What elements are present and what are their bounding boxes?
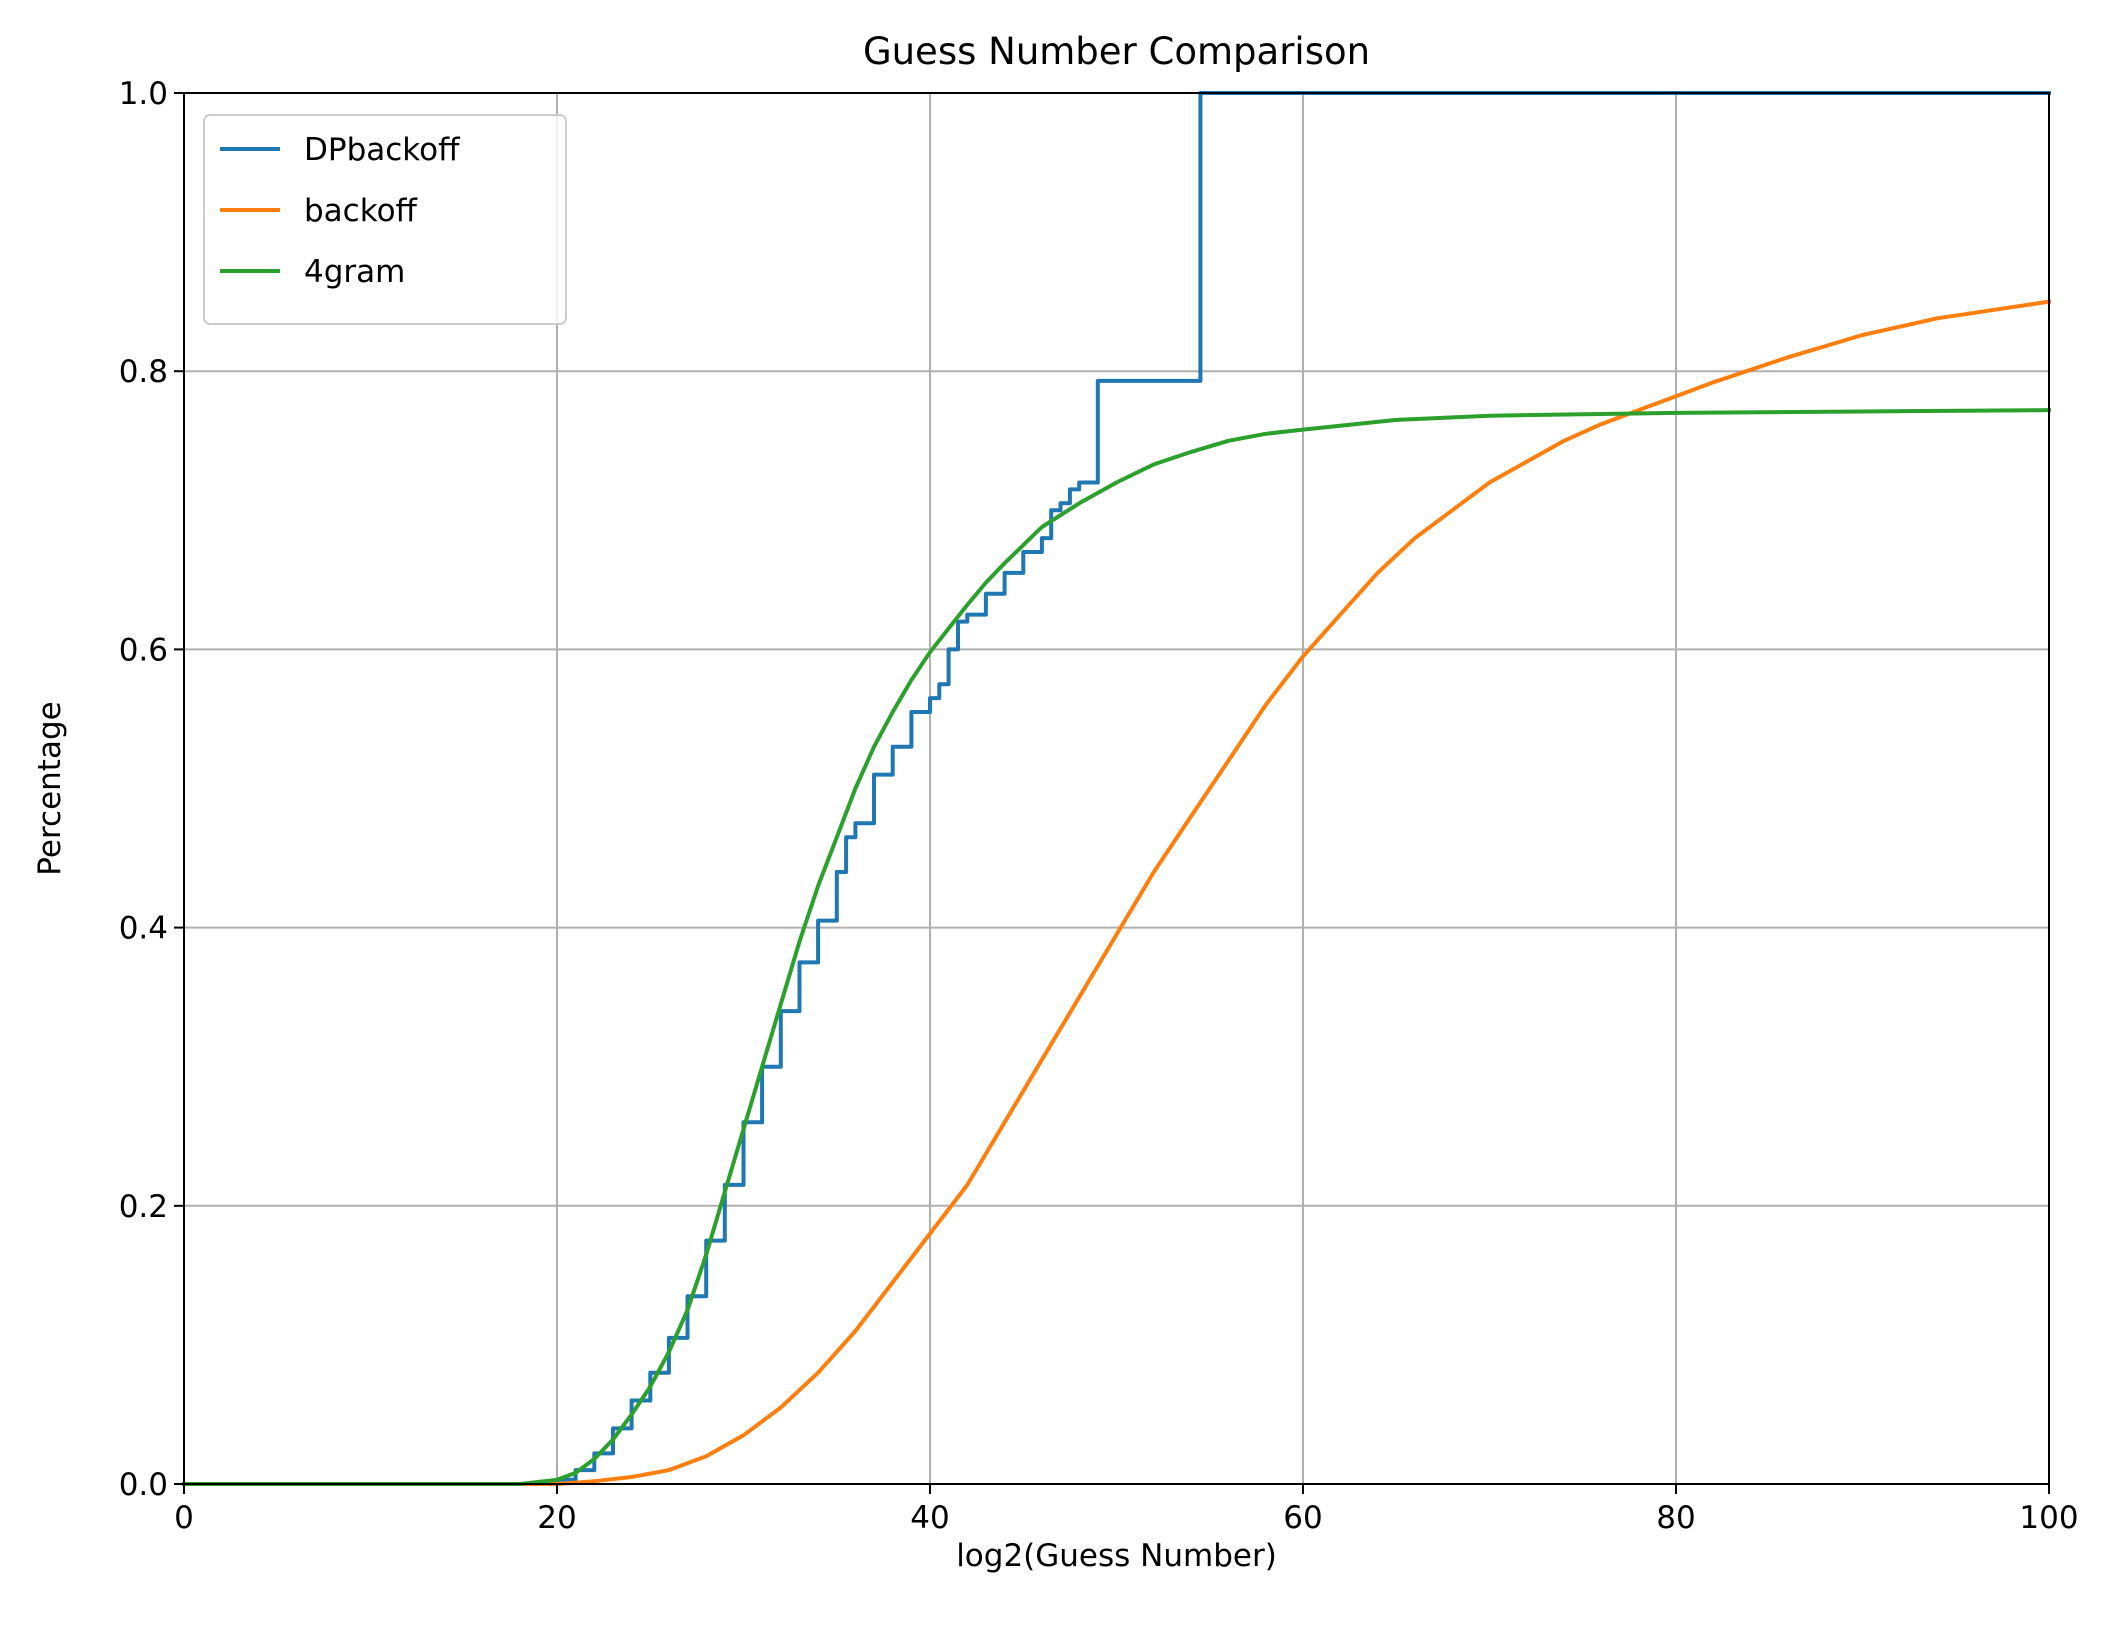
y-tick-label: 0.0 (119, 1467, 168, 1503)
y-axis-title: Percentage (32, 701, 68, 875)
legend: DPbackoff backoff 4gram (203, 114, 567, 325)
x-axis-title: log2(Guess Number) (956, 1538, 1277, 1574)
y-tick-label: 0.8 (119, 354, 168, 390)
x-axis-ticks: 0 20 40 60 80 100 (174, 1484, 2079, 1536)
x-tick-label: 40 (910, 1500, 949, 1536)
x-tick-label: 20 (537, 1500, 576, 1536)
legend-items: DPbackoff backoff 4gram (220, 132, 460, 290)
x-tick-label: 80 (1656, 1500, 1695, 1536)
y-tick-label: 0.4 (119, 911, 168, 947)
x-tick-label: 60 (1283, 1500, 1322, 1536)
legend-label-backoff: backoff (304, 193, 418, 229)
y-tick-label: 1.0 (119, 76, 168, 112)
y-tick-label: 0.6 (119, 632, 168, 668)
legend-label-dpbackoff: DPbackoff (304, 132, 460, 168)
y-tick-label: 0.2 (119, 1189, 168, 1225)
series-lines (182, 91, 2052, 1486)
legend-box (203, 114, 567, 325)
y-axis-ticks: 0.0 0.2 0.4 0.6 0.8 1.0 (119, 76, 184, 1503)
series-line-backoff (182, 299, 2052, 1486)
series-line-dpbackoff (182, 91, 2051, 1486)
x-tick-label: 0 (174, 1500, 194, 1536)
legend-label-4gram: 4gram (304, 254, 405, 290)
x-tick-label: 100 (2019, 1500, 2078, 1536)
series-line-4gram (182, 408, 2052, 1486)
chart-title: Guess Number Comparison (863, 30, 1370, 73)
plot-frame (183, 92, 2050, 1485)
grid (183, 92, 2050, 1485)
